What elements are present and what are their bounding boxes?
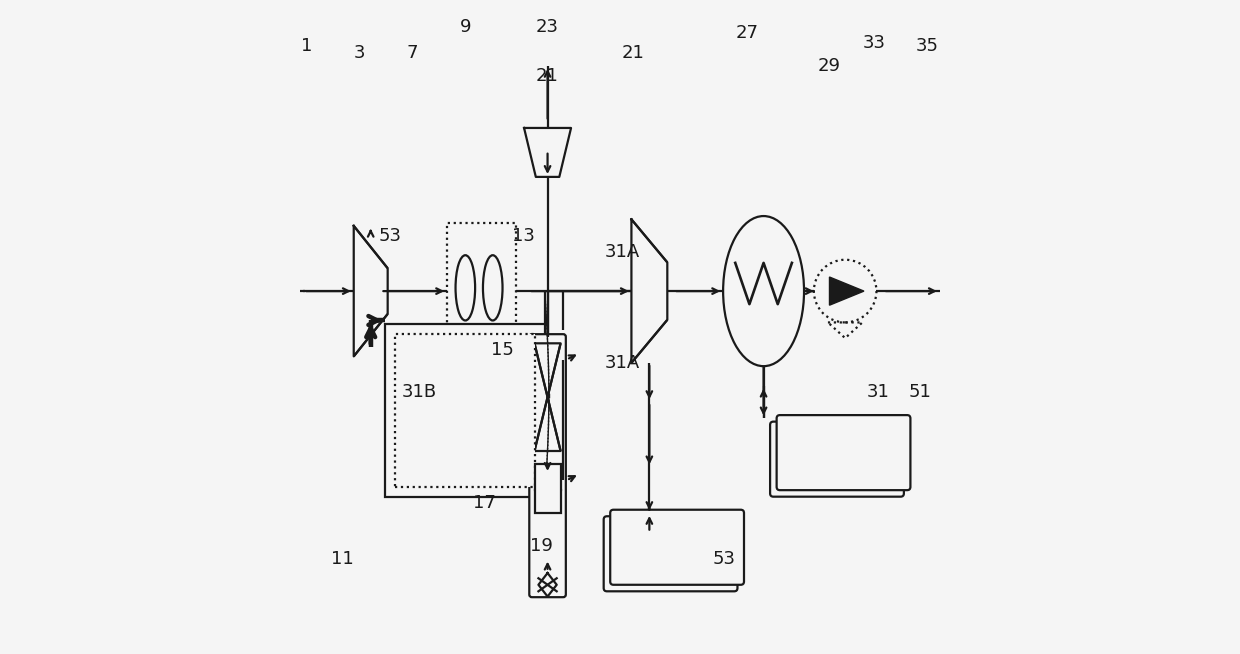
FancyBboxPatch shape (529, 334, 565, 597)
Polygon shape (525, 128, 572, 177)
Text: 7: 7 (407, 44, 418, 62)
Text: 13: 13 (512, 227, 534, 245)
FancyBboxPatch shape (770, 422, 904, 496)
Text: 51: 51 (909, 383, 931, 402)
FancyBboxPatch shape (610, 509, 744, 585)
Text: 21: 21 (621, 44, 645, 62)
Text: 53: 53 (378, 227, 402, 245)
FancyBboxPatch shape (776, 415, 910, 490)
Text: 31: 31 (867, 383, 889, 402)
Text: 33: 33 (863, 34, 887, 52)
Text: 31A: 31A (604, 243, 640, 261)
Text: 53: 53 (713, 549, 735, 568)
Bar (448, 222, 516, 353)
Text: 31B: 31B (402, 383, 436, 402)
Text: 21: 21 (536, 67, 558, 85)
Bar (394, 334, 536, 487)
Text: 15: 15 (491, 341, 513, 359)
Bar (534, 464, 560, 513)
Text: 23: 23 (536, 18, 559, 36)
Text: 31A: 31A (604, 354, 640, 372)
FancyBboxPatch shape (604, 516, 738, 591)
Text: 1: 1 (301, 37, 312, 56)
Text: 3: 3 (353, 44, 365, 62)
Ellipse shape (723, 216, 804, 366)
Text: 17: 17 (474, 494, 496, 512)
Ellipse shape (482, 255, 502, 320)
Text: 9: 9 (460, 18, 471, 36)
Text: 27: 27 (735, 24, 759, 43)
Text: 11: 11 (331, 549, 353, 568)
Text: 19: 19 (531, 537, 553, 555)
Ellipse shape (455, 255, 475, 320)
Text: 35: 35 (915, 37, 939, 56)
Text: 29: 29 (817, 57, 841, 75)
Polygon shape (830, 277, 864, 305)
Bar (386, 324, 544, 496)
